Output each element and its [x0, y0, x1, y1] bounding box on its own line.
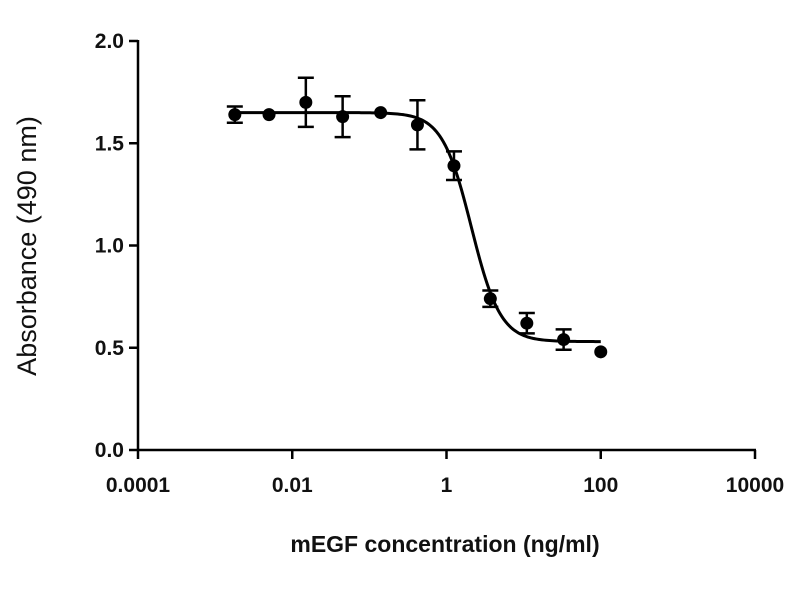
data-points-layer	[226, 76, 608, 359]
y-tick-label: 0.5	[95, 337, 125, 360]
data-point	[557, 333, 571, 347]
x-axis-title: mEGF concentration (ng/ml)	[290, 531, 599, 557]
axes: 0.0001 0.01 1 100 10000 0.0 0.5 1.0 1.5 2.0	[95, 30, 784, 497]
y-tick-label: 2.0	[95, 30, 124, 53]
x-tick-label: 100	[583, 474, 618, 497]
data-point	[374, 106, 388, 120]
data-point	[447, 159, 461, 173]
data-point	[336, 110, 350, 124]
x-tick-label: 0.0001	[106, 474, 171, 497]
data-point	[483, 292, 497, 306]
y-tick-label: 0.0	[95, 439, 124, 462]
x-tick-label: 10000	[726, 474, 784, 497]
y-axis-title: Absorbance (490 nm)	[12, 116, 42, 376]
y-tick-label: 1.0	[95, 235, 124, 258]
data-point	[262, 108, 276, 122]
data-point	[410, 118, 424, 132]
y-tick-label: 1.5	[95, 132, 125, 155]
data-point	[520, 316, 534, 330]
x-tick-label: 0.01	[272, 474, 313, 497]
x-tick-label: 1	[441, 474, 453, 497]
data-point	[594, 345, 608, 359]
data-point	[299, 95, 313, 109]
data-point	[228, 108, 242, 122]
